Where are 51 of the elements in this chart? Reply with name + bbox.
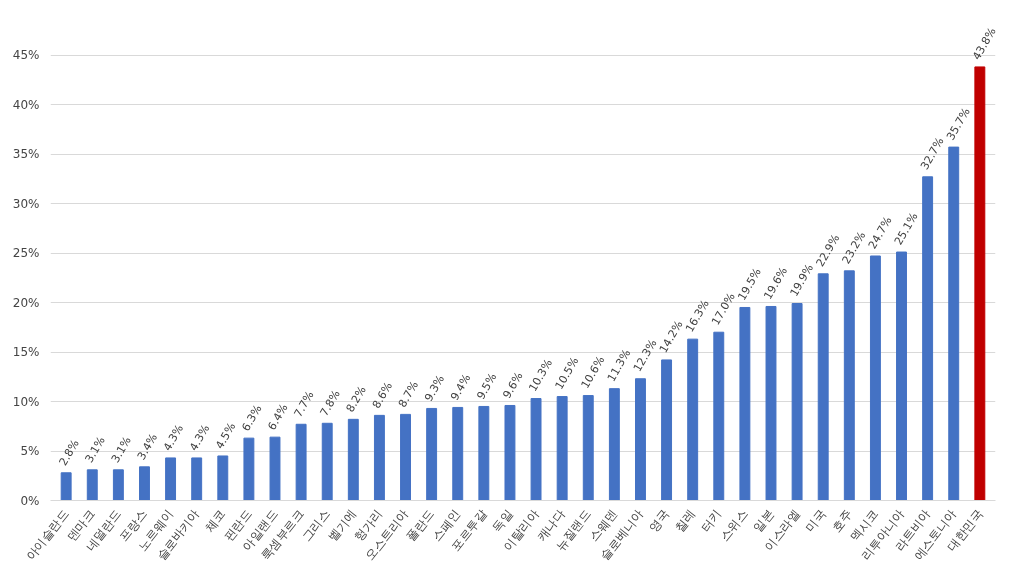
bar: [347, 418, 359, 501]
bar: [112, 469, 124, 501]
bar: [86, 469, 98, 501]
bar: [608, 388, 620, 501]
bar: [217, 455, 229, 501]
bar: [165, 457, 177, 501]
bar: [243, 437, 255, 501]
bar: [400, 413, 411, 501]
bar: [556, 396, 568, 501]
bar: [321, 422, 333, 501]
bar: [974, 66, 986, 501]
bar: [452, 406, 464, 501]
bar: [295, 423, 307, 501]
y-tick-label: 45%: [12, 48, 40, 63]
bar: [661, 359, 673, 501]
y-tick-label: 0%: [20, 493, 40, 508]
bar: [791, 303, 803, 501]
bar: [269, 436, 281, 501]
bar: [896, 251, 907, 501]
bar: [504, 404, 516, 501]
bar: [530, 398, 542, 501]
data-label: 4.3%: [187, 422, 213, 454]
bar: [948, 146, 960, 501]
bar: [817, 273, 829, 501]
y-tick-label: 15%: [12, 345, 40, 360]
bar: [713, 331, 725, 501]
y-tick-label: 25%: [12, 246, 40, 261]
y-tick-label: 30%: [12, 196, 40, 211]
y-tick-label: 35%: [12, 147, 40, 162]
bar: [765, 305, 777, 501]
bar: [191, 457, 203, 501]
x-tick-label: 영국: [646, 507, 673, 535]
bar: [843, 270, 855, 501]
bar: [922, 176, 934, 501]
bar: [478, 405, 490, 501]
bar: [739, 306, 751, 501]
y-tick-label: 40%: [12, 97, 40, 112]
x-tick-label: 미국: [802, 507, 829, 535]
y-tick-label: 10%: [12, 394, 40, 409]
bar: [426, 407, 438, 501]
bar: [635, 378, 646, 501]
bar: [60, 472, 72, 501]
bar: [373, 414, 385, 501]
bar: [582, 395, 594, 501]
y-tick-label: 20%: [12, 295, 40, 310]
y-tick-label: 5%: [20, 444, 40, 459]
bar: [139, 466, 150, 501]
data-label: 4.5%: [213, 420, 239, 452]
bar: [869, 255, 881, 501]
x-tick-label: 칠레: [672, 507, 699, 535]
bar: [687, 338, 699, 501]
